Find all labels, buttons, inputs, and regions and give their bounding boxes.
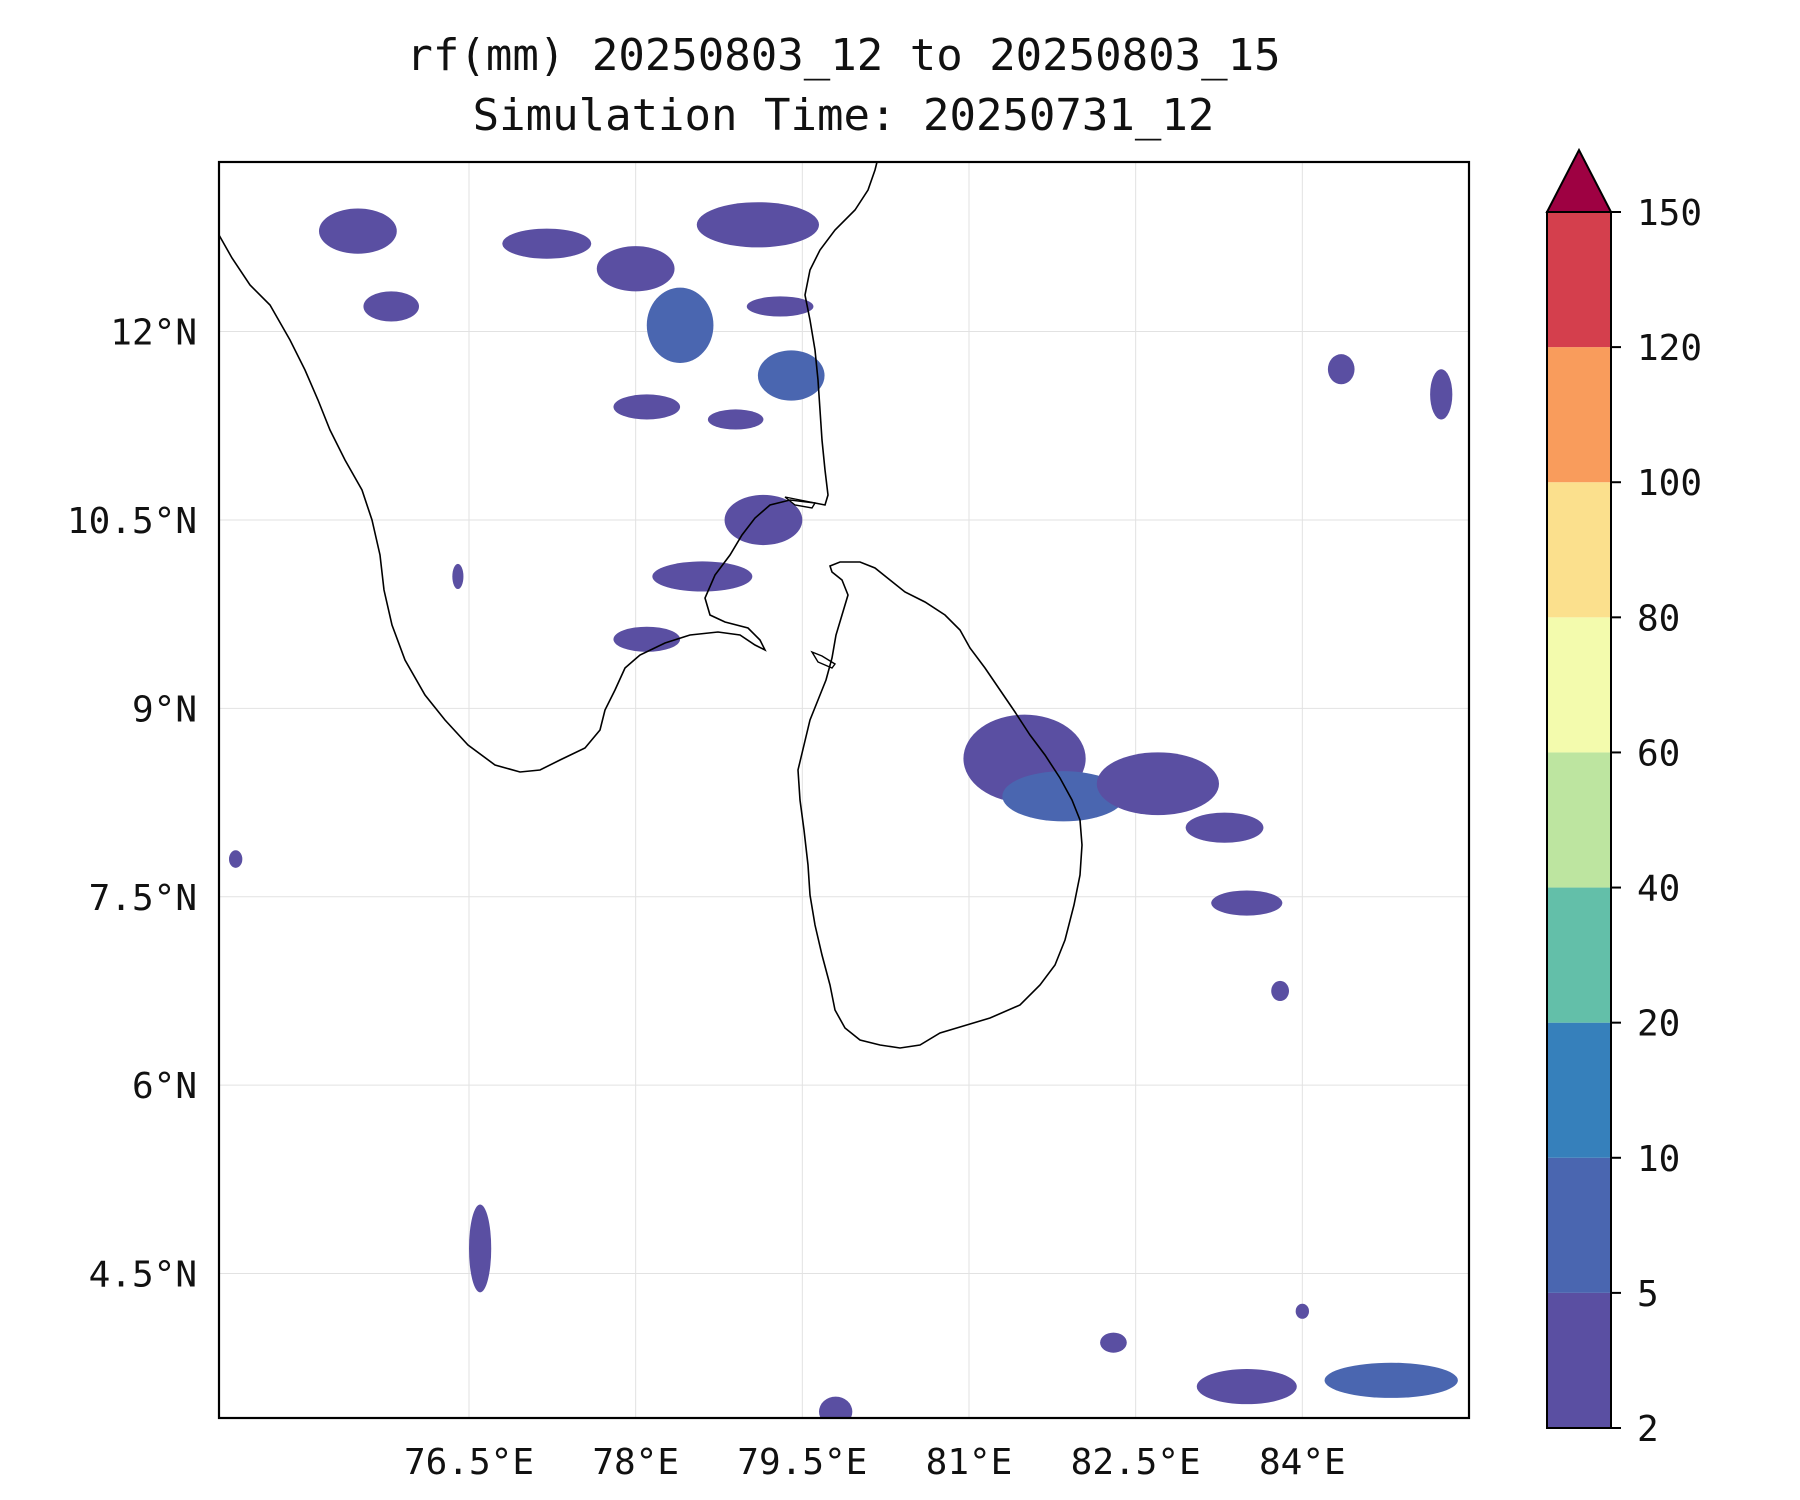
colorbar-segment — [1547, 1292, 1611, 1428]
coastlines — [219, 162, 1083, 1049]
rain-patch — [757, 350, 825, 401]
colorbar-extend-arrow — [1545, 147, 1613, 213]
colorbar-segment — [1547, 617, 1611, 753]
mannar-island — [810, 650, 837, 669]
lon-tick-label: 81°E — [926, 1442, 1013, 1483]
colorbar-tick-label: 120 — [1637, 328, 1702, 369]
rain-patch — [1096, 752, 1219, 816]
colorbar-segment — [1547, 482, 1611, 618]
rain-patch — [696, 202, 820, 248]
lat-tick-label: 6°N — [132, 1066, 197, 1107]
rain-patch — [1185, 812, 1264, 843]
colorbar-tick-label: 20 — [1637, 1004, 1680, 1045]
rainfall-field — [229, 202, 1458, 1418]
map-frame — [217, 160, 1471, 1420]
colorbar-segment — [1547, 752, 1611, 888]
rain-patch — [652, 561, 753, 592]
sri-lanka-coastline — [797, 561, 1083, 1049]
colorbar-tick-label: 10 — [1637, 1139, 1680, 1180]
rain-patch — [469, 1204, 492, 1293]
lon-tick-label: 76.5°E — [404, 1442, 534, 1483]
colorbar-tick-label: 60 — [1637, 733, 1680, 774]
rain-patch — [613, 394, 681, 420]
india-coastline — [219, 162, 878, 773]
rain-patch — [229, 850, 243, 868]
rain-patch — [707, 409, 764, 430]
colorbar-tick-label: 40 — [1637, 869, 1680, 910]
title-line-1: rf(mm) 20250803_12 to 20250803_15 — [406, 30, 1281, 81]
colorbar-tick-label: 150 — [1637, 193, 1702, 234]
lon-tick-label: 78°E — [592, 1442, 679, 1483]
rain-patch — [746, 296, 814, 317]
lat-tick-label: 4.5°N — [89, 1255, 197, 1296]
rain-patch — [1324, 1362, 1458, 1398]
colorbar: 2 5 10 20 40 60 80 100 120 150 — [1545, 147, 1702, 1450]
rain-patch — [1271, 980, 1289, 1002]
latitude-ticks: 12°N 10.5°N 9°N 7.5°N 6°N 4.5°N — [67, 313, 197, 1296]
rain-patch — [363, 291, 419, 322]
rain-patch — [1327, 354, 1355, 385]
rain-patch — [452, 563, 464, 590]
rameswaram-island — [784, 496, 817, 509]
colorbar-segment — [1547, 1022, 1611, 1158]
rain-patch — [1211, 890, 1283, 916]
rain-patch — [1295, 1303, 1310, 1319]
colorbar-frame — [1546, 211, 1612, 1429]
lon-tick-label: 79.5°E — [737, 1442, 867, 1483]
colorbar-tick-label: 80 — [1637, 598, 1680, 639]
title-line-2: Simulation Time: 20250731_12 — [472, 90, 1215, 141]
rain-patch — [1100, 1332, 1127, 1353]
colorbar-tick-label: 2 — [1637, 1409, 1659, 1450]
rain-patch — [1002, 771, 1125, 822]
colorbar-segment — [1547, 1157, 1611, 1293]
colorbar-segment — [1547, 347, 1611, 483]
colorbar-tick-label: 100 — [1637, 463, 1702, 504]
lat-tick-label: 12°N — [110, 313, 197, 354]
colorbar-segment — [1547, 212, 1611, 348]
lat-tick-label: 10.5°N — [67, 501, 197, 542]
rain-patch — [596, 246, 675, 292]
lon-tick-label: 84°E — [1259, 1442, 1346, 1483]
rain-patch — [502, 228, 592, 259]
rain-patch — [646, 287, 714, 363]
longitude-ticks: 76.5°E 78°E 79.5°E 81°E 82.5°E 84°E — [404, 1442, 1346, 1483]
rain-patch — [319, 208, 397, 254]
rain-patch — [1196, 1369, 1297, 1405]
rain-patch — [613, 626, 681, 652]
lat-tick-label: 9°N — [132, 689, 197, 730]
rain-patch — [1430, 369, 1453, 420]
lat-tick-label: 7.5°N — [89, 878, 197, 919]
map-background — [219, 162, 1469, 1418]
lon-tick-label: 82.5°E — [1071, 1442, 1201, 1483]
colorbar-tick-label: 5 — [1637, 1274, 1659, 1315]
colorbar-segment — [1547, 887, 1611, 1023]
rain-patch — [819, 1396, 853, 1418]
